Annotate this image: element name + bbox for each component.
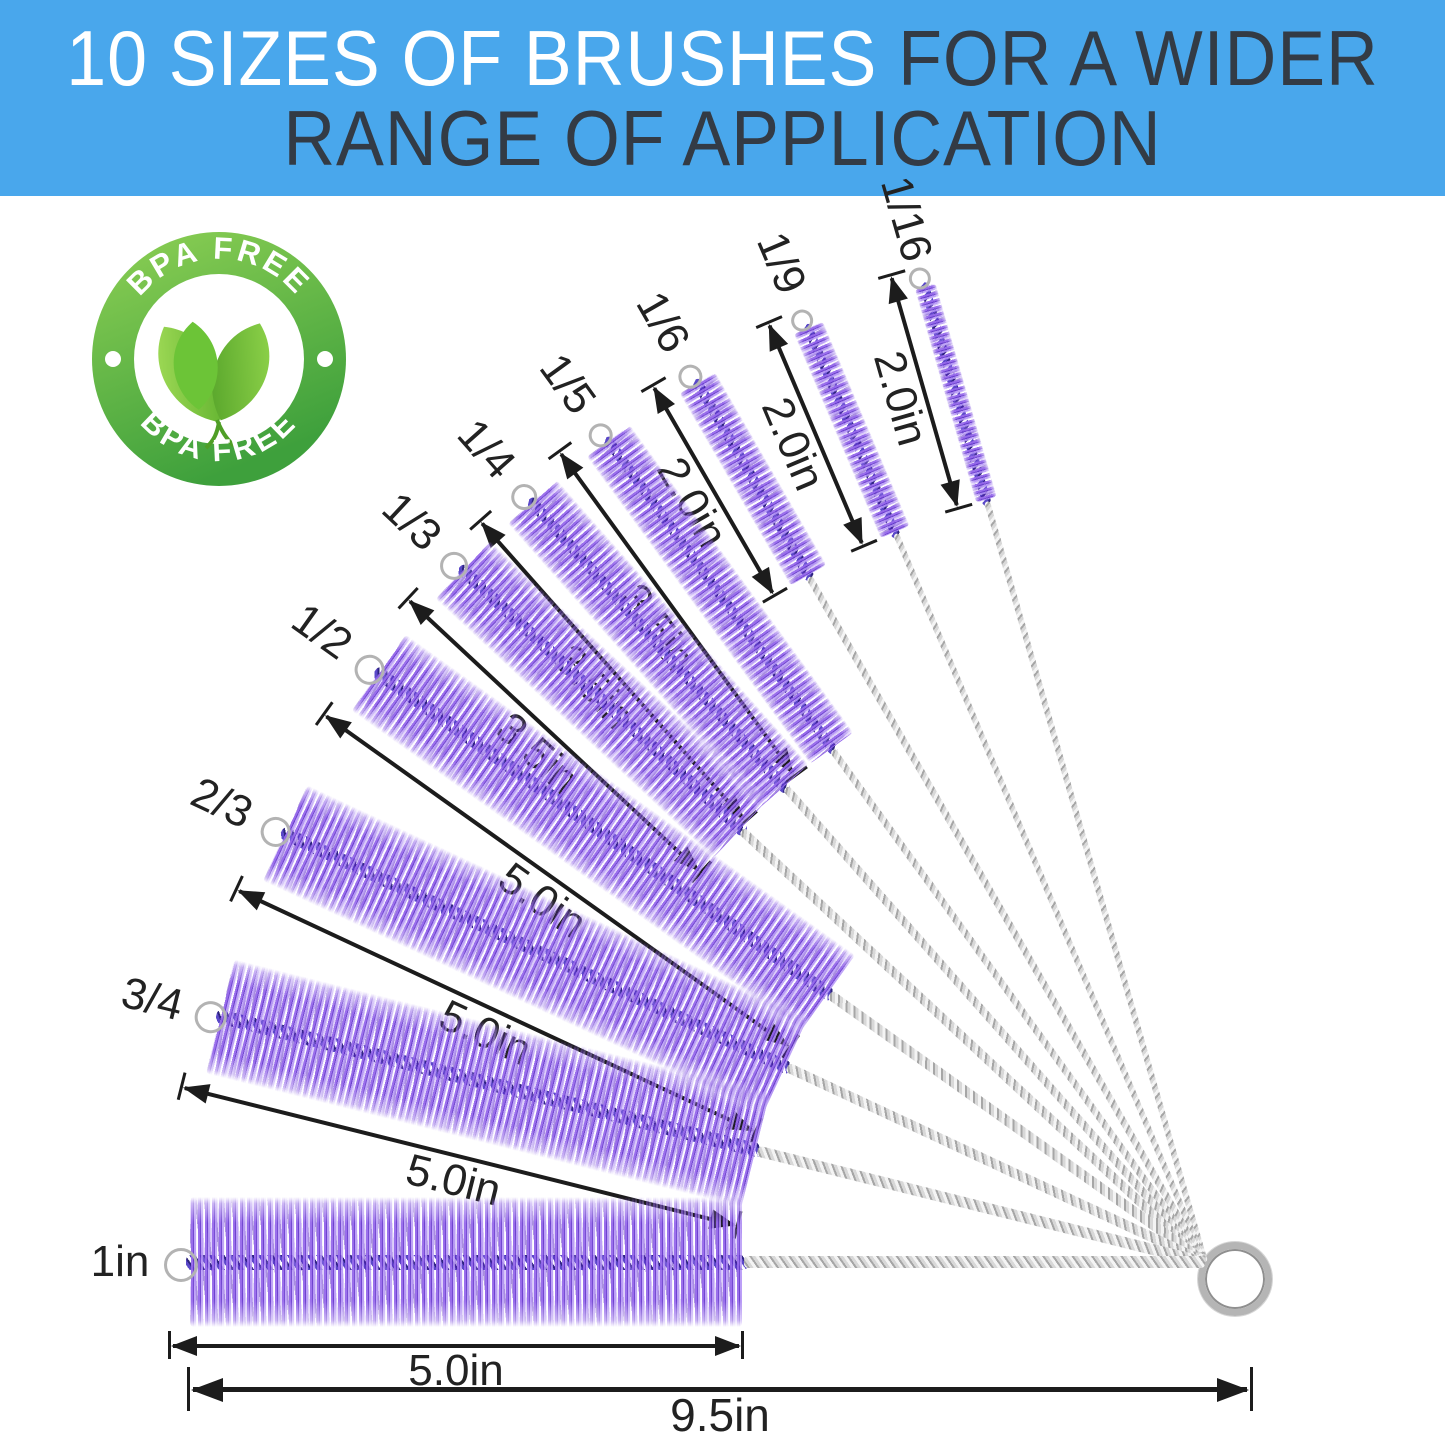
arrowhead-right-icon	[1217, 1378, 1249, 1402]
bpa-free-badge: BPA FREE BPA FREE	[92, 231, 346, 486]
arrow-line	[173, 1344, 739, 1348]
leaf-cluster-icon	[158, 321, 270, 450]
diameter-label: 2/3	[183, 767, 260, 839]
total-length-arrow	[187, 1367, 1253, 1411]
diameter-label: 1/2	[282, 593, 362, 670]
wire-handle	[806, 575, 1209, 1264]
arrow-line	[193, 1387, 1247, 1392]
arrowhead-right-icon	[715, 1336, 741, 1356]
arrowhead-left-icon	[171, 1336, 197, 1356]
header-title-rest: FOR A WIDER	[877, 14, 1379, 102]
diameter-label: 1in	[90, 1237, 150, 1286]
length-arrow	[168, 1331, 744, 1359]
total-length-label: 9.5in	[670, 1389, 770, 1437]
diameter-label: 3/4	[116, 967, 188, 1031]
arrow-tick-left	[187, 1367, 190, 1411]
bristle-head	[190, 1197, 742, 1327]
arrow-tick-left	[168, 1331, 171, 1359]
wire-handle	[984, 500, 1208, 1263]
header-line-2: RANGE OF APPLICATION	[283, 94, 1162, 182]
pivot-ring-icon	[1198, 1242, 1272, 1316]
badge-dot-right	[317, 351, 333, 367]
diameter-label: 1/4	[447, 409, 526, 489]
diameter-label: 1/3	[372, 482, 451, 561]
header-banner: 10 SIZES OF BRUSHES FOR A WIDER RANGE OF…	[0, 0, 1445, 196]
arrow-tick-right	[741, 1331, 744, 1359]
length-label: 5.0in	[408, 1346, 504, 1395]
brush-1-16: 1/16 2.0in	[864, 171, 1208, 1263]
header-line-1: 10 SIZES OF BRUSHES FOR A WIDER	[58, 16, 1387, 100]
wire-handle	[744, 1256, 1205, 1268]
diameter-label: 1/5	[529, 344, 606, 424]
badge-dot-left	[105, 351, 121, 367]
diameter-label: 1/6	[626, 283, 700, 361]
arrow-tick-right	[1250, 1367, 1253, 1411]
header-title-highlight: 10 SIZES OF BRUSHES	[66, 14, 878, 102]
tip-loop-icon	[164, 1248, 198, 1282]
arrowhead-left-icon	[191, 1378, 223, 1402]
wire-handle	[782, 785, 1208, 1265]
